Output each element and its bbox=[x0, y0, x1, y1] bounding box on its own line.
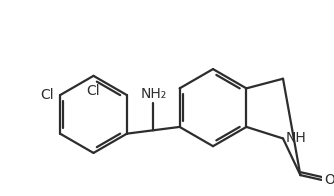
Text: NH₂: NH₂ bbox=[140, 87, 166, 101]
Text: Cl: Cl bbox=[87, 83, 100, 98]
Text: O: O bbox=[324, 173, 334, 187]
Text: NH: NH bbox=[286, 132, 307, 145]
Text: Cl: Cl bbox=[41, 88, 54, 102]
